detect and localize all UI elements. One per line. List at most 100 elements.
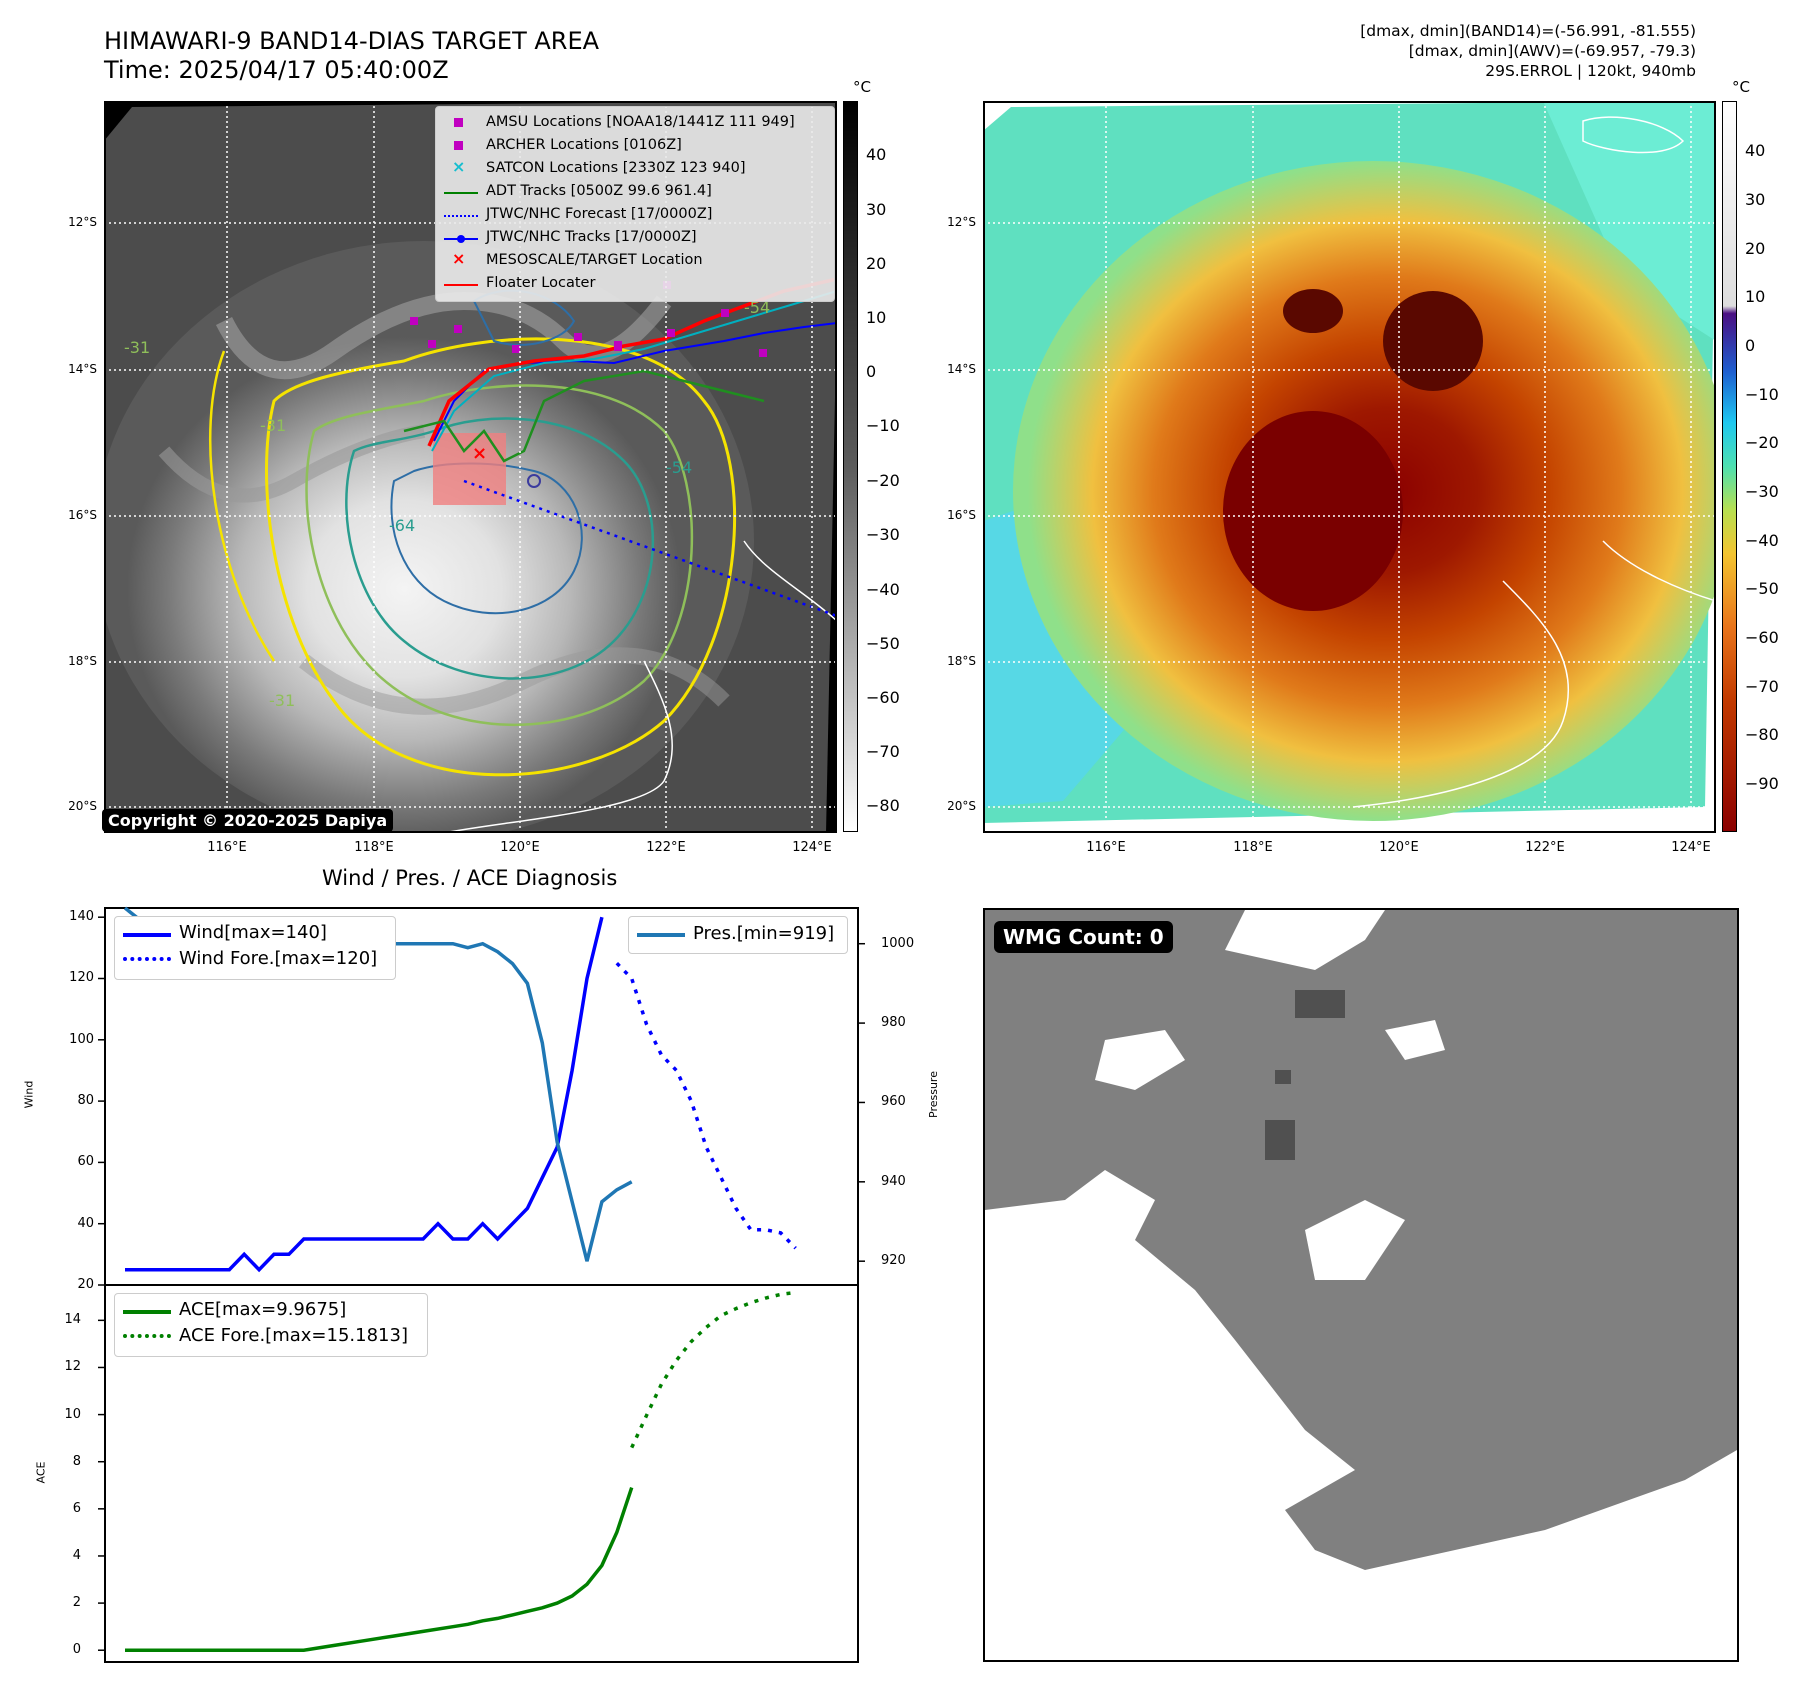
ir-lat-label: 16°S (68, 508, 97, 522)
ir-colorbar-tick: −20 (866, 471, 900, 490)
ir-colorbar-tick: −10 (866, 416, 900, 435)
ir-legend-item: JTWC/NHC Forecast [17/0000Z] (436, 205, 834, 227)
ace-line (125, 1487, 634, 1652)
wv-lon-label: 124°E (1671, 840, 1711, 855)
wv-colorbar (1722, 101, 1737, 832)
legend-marker-x: × (452, 157, 466, 176)
ir-legend-item: ADT Tracks [0500Z 99.6 961.4] (436, 182, 834, 204)
wv-colorbar-tick: −30 (1745, 482, 1779, 501)
ace-tick-label: 14 (64, 1312, 81, 1328)
legend-swatch-wind (123, 933, 171, 937)
wv-colorbar-unit: °C (1732, 78, 1750, 96)
ir-lat-label: 12°S (68, 215, 97, 229)
wv-colorbar-tick: −50 (1745, 579, 1779, 598)
wv-colorbar-tick: −10 (1745, 385, 1779, 404)
wind-tick-label: 120 (69, 970, 94, 986)
contour-label: -64 (389, 516, 415, 535)
wv-lat-label: 12°S (947, 215, 976, 229)
wv-colorbar-tick: 20 (1745, 239, 1766, 258)
svg-text:×: × (472, 443, 487, 464)
legend-wind-fore: Wind Fore.[max=120] (179, 948, 378, 969)
ir-legend-item: × SATCON Locations [2330Z 123 940] (436, 157, 834, 181)
wv-colorbar-tick: −60 (1745, 628, 1779, 647)
wind-ylabel: Wind (22, 1080, 36, 1109)
ace-tick-label: 0 (72, 1642, 81, 1658)
ace-tick-label: 6 (72, 1500, 81, 1516)
chart-title: HIMAWARI-9 BAND14-DIAS TARGET AREA (104, 27, 600, 55)
pres-tick-label: 920 (881, 1253, 906, 1269)
ir-colorbar-tick: −80 (866, 796, 900, 815)
wv-colorbar-tick: 10 (1745, 287, 1766, 306)
ir-lat-label: 18°S (68, 654, 97, 668)
wv-lon-label: 120°E (1379, 840, 1419, 855)
ir-colorbar-tick: −60 (866, 688, 900, 707)
ir-legend-item: JTWC/NHC Tracks [17/0000Z] (436, 228, 834, 250)
ir-lon-label: 124°E (792, 840, 832, 855)
ir-colorbar-tick: −40 (866, 580, 900, 599)
ir-legend-label: Floater Locater (486, 275, 596, 291)
pres-ylabel: Pressure (926, 1071, 940, 1118)
wind-tick-label: 40 (77, 1215, 94, 1231)
legend-marker-line (444, 284, 478, 286)
legend-swatch-wind-fore (123, 957, 171, 961)
ir-colorbar-tick: 10 (866, 308, 887, 327)
legend-marker-dot (457, 235, 465, 243)
ir-lon-label: 118°E (354, 840, 394, 855)
wv-colorbar-tick: −20 (1745, 433, 1779, 452)
ace-ylabel: ACE (34, 1461, 48, 1484)
ace-tick-label: 10 (64, 1406, 81, 1422)
legend-swatch-ace-fore (123, 1334, 171, 1338)
legend-marker-line-dot (444, 235, 478, 243)
diagnosis-title: Wind / Pres. / ACE Diagnosis (322, 866, 618, 890)
wv-colorbar-tick: 0 (1745, 336, 1756, 355)
ir-legend-label: ARCHER Locations [0106Z] (486, 137, 682, 153)
ir-lon-label: 120°E (500, 840, 540, 855)
ir-colorbar-tick: 30 (866, 200, 887, 219)
wind-tick-label: 100 (69, 1031, 94, 1047)
wmg-panel (983, 908, 1739, 1662)
ir-colorbar-unit: °C (853, 78, 871, 96)
ir-legend-label: JTWC/NHC Forecast [17/0000Z] (486, 206, 713, 222)
legend-pres: Pres.[min=919] (693, 923, 835, 944)
legend-marker-x: × (452, 249, 466, 268)
ace-tick-label: 12 (64, 1359, 81, 1375)
info-band14: [dmax, dmin](BAND14)=(-56.991, -81.555) (1360, 22, 1696, 40)
ir-legend-item: AMSU Locations [NOAA18/1441Z 111 949] (436, 113, 834, 135)
ace-legend: ACE[max=9.9675] ACE Fore.[max=15.1813] (114, 1293, 428, 1357)
wv-lon-label: 118°E (1233, 840, 1273, 855)
wind-tick-label: 80 (77, 1093, 94, 1109)
contour-label: -54 (666, 458, 692, 477)
pres-tick-label: 1000 (881, 935, 915, 951)
pres-tick-label: 980 (881, 1015, 906, 1031)
legend-swatch-ace (123, 1310, 171, 1314)
ir-colorbar-tick: −70 (866, 742, 900, 761)
ir-legend-item: ARCHER Locations [0106Z] (436, 136, 834, 158)
ace-tick-label: 4 (72, 1547, 81, 1563)
legend-swatch-pres (637, 933, 685, 937)
wv-map (983, 101, 1733, 833)
copyright-badge: Copyright © 2020-2025 Dapiya (102, 809, 394, 832)
wind-tick-label: 20 (77, 1277, 94, 1292)
wv-lat-label: 14°S (947, 362, 976, 376)
ir-legend: AMSU Locations [NOAA18/1441Z 111 949] ARC… (435, 106, 835, 302)
wv-colorbar-tick: −80 (1745, 725, 1779, 744)
wv-colorbar-tick: −70 (1745, 677, 1779, 696)
pres-tick-label: 940 (881, 1173, 906, 1189)
info-awv: [dmax, dmin](AWV)=(-69.957, -79.3) (1408, 42, 1696, 60)
wv-colorbar-tick: 40 (1745, 141, 1766, 160)
contour-label: -31 (260, 416, 286, 435)
legend-marker-dotted (444, 215, 478, 217)
ir-colorbar (843, 101, 858, 832)
ace-tick-label: 8 (72, 1453, 81, 1469)
wv-colorbar-tick: −40 (1745, 531, 1779, 550)
contour-label: -31 (124, 338, 150, 357)
ir-lon-label: 122°E (646, 840, 686, 855)
ir-colorbar-tick: −30 (866, 525, 900, 544)
wv-colorbar-tick: −90 (1745, 774, 1779, 793)
wv-lat-label: 20°S (947, 799, 976, 813)
wv-lat-label: 18°S (947, 654, 976, 668)
ir-legend-label: SATCON Locations [2330Z 123 940] (486, 160, 746, 176)
ir-colorbar-tick: 40 (866, 145, 887, 164)
wind-legend: Wind[max=140] Wind Fore.[max=120] (114, 916, 396, 980)
ir-legend-label: ADT Tracks [0500Z 99.6 961.4] (486, 183, 712, 199)
